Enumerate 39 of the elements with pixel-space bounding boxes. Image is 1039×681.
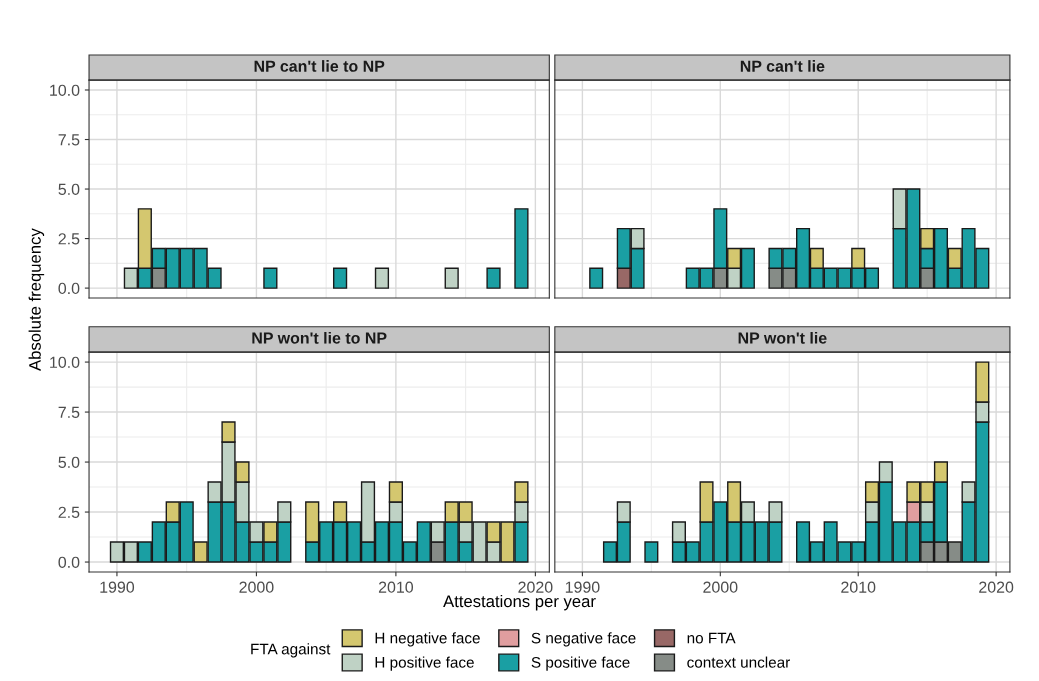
bar [486, 267, 501, 289]
y-tick-label: 10.0 [50, 84, 80, 96]
chart-title: NP won't lie [738, 331, 827, 344]
x-tick-label: 2010 [841, 581, 876, 593]
y-axis-title: Absolute frequency [28, 228, 45, 371]
y-tick-label: 0.0 [58, 556, 80, 568]
y-tick-label: 7.5 [58, 134, 80, 146]
legend-label: no FTA [687, 632, 736, 644]
bar [374, 267, 390, 289]
legend-label: S positive face [531, 656, 630, 671]
y-tick-label: 5.0 [58, 456, 80, 468]
legend-label: S negative face [531, 632, 636, 647]
bar [332, 267, 348, 289]
chart-title: NP can't lie [740, 60, 825, 72]
bar [444, 267, 459, 289]
bar [589, 267, 604, 289]
y-tick-label: 7.5 [58, 406, 80, 419]
x-tick-label: 2020 [518, 581, 553, 593]
y-tick-label: 0.0 [58, 282, 80, 295]
x-tick-label: 2010 [378, 581, 414, 593]
y-tick-label: 5.0 [58, 183, 80, 195]
chart-title: NP won't lie to NP [252, 331, 387, 344]
x-tick-label: 2020 [979, 581, 1014, 593]
legend-label: context unclear [687, 656, 790, 668]
x-tick-label: 2000 [703, 581, 738, 593]
chart-title: NP can't lie to NP [254, 60, 385, 72]
y-tick-label: 10.0 [50, 356, 80, 369]
x-tick-label: 1990 [565, 581, 600, 593]
x-tick-label: 2000 [239, 581, 274, 593]
y-tick-label: 2.5 [58, 233, 80, 245]
x-tick-label: 1990 [100, 581, 135, 593]
x-axis-title: Attestations per year [443, 594, 596, 611]
bar [514, 208, 529, 289]
legend-label: H negative face [375, 632, 480, 647]
bar [263, 267, 278, 289]
y-tick-label: 2.5 [58, 506, 80, 518]
bar [644, 541, 659, 563]
legend-label: H positive face [375, 656, 474, 671]
legend-title: FTA against [251, 643, 331, 658]
